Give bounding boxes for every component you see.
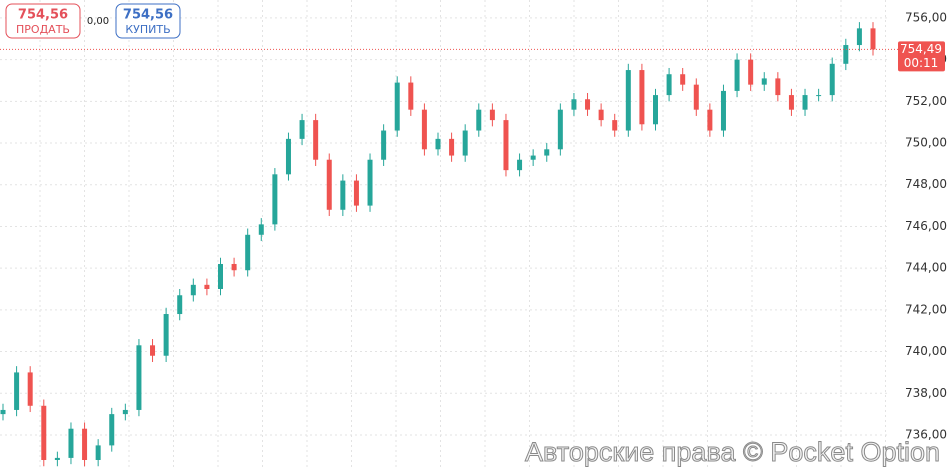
- candle-body: [870, 28, 876, 50]
- candle-body: [258, 224, 264, 235]
- y-tick-label: 736,00: [905, 427, 947, 441]
- candle-body: [612, 120, 618, 131]
- candle-body: [775, 78, 781, 96]
- candle-body: [843, 45, 849, 64]
- candle-body: [150, 345, 156, 356]
- candle-body: [598, 109, 604, 121]
- y-tick-label: 752,00: [905, 94, 947, 108]
- candle-body: [653, 95, 658, 125]
- y-tick-label: 744,00: [905, 261, 947, 275]
- candle-body: [122, 409, 128, 415]
- candle-body: [326, 159, 332, 210]
- candle-body: [353, 180, 359, 206]
- candle-body: [517, 159, 523, 171]
- y-tick-label: 748,00: [905, 177, 947, 191]
- candle-body: [435, 138, 441, 150]
- candle-body: [190, 284, 196, 296]
- sell-label: ПРОДАТЬ: [16, 23, 70, 36]
- candle-body: [625, 70, 631, 131]
- candle-body: [748, 59, 754, 85]
- candle-body: [720, 90, 726, 131]
- candle-body: [313, 120, 319, 160]
- candle-body: [557, 109, 563, 150]
- candle-body: [163, 314, 169, 356]
- candle-body: [503, 120, 509, 171]
- candle-body: [829, 63, 835, 96]
- candle-body: [68, 428, 74, 458]
- candle-body: [639, 70, 645, 125]
- candle-body: [816, 95, 822, 97]
- price-label: 754,49: [900, 42, 942, 56]
- sell-price: 754,56: [18, 8, 68, 23]
- candle-body: [299, 120, 305, 139]
- candle-body: [272, 174, 278, 225]
- candle-body: [0, 409, 6, 415]
- buy-price: 754,56: [123, 8, 173, 23]
- candle-body: [245, 234, 251, 271]
- candle-body: [449, 138, 455, 156]
- y-tick-label: 738,00: [905, 386, 947, 400]
- candle-body: [585, 99, 591, 110]
- candle-body: [54, 457, 60, 460]
- sell-box[interactable]: [5, 3, 81, 39]
- candle-body: [41, 405, 47, 460]
- candle-body: [571, 99, 577, 110]
- sell-button[interactable]: 754,56 ПРОДАТЬ: [5, 3, 81, 39]
- candle-body: [109, 414, 115, 446]
- candle-body: [788, 95, 794, 110]
- candle-body: [95, 445, 101, 460]
- candle-body: [27, 372, 33, 406]
- candle-body: [177, 295, 183, 315]
- candle-body: [680, 74, 686, 85]
- candle-body: [285, 138, 291, 175]
- candle-body: [707, 109, 713, 131]
- y-tick-label: 750,00: [905, 136, 947, 150]
- candle-body: [82, 428, 88, 460]
- watermark: Авторские права © Pocket Option: [525, 437, 940, 467]
- candle-body: [367, 159, 373, 206]
- candle-body: [666, 74, 672, 96]
- candle-body: [734, 59, 740, 91]
- candle-body: [408, 82, 414, 110]
- candle-body: [394, 82, 400, 131]
- y-tick-label: 742,00: [905, 302, 947, 316]
- candle-body: [340, 180, 346, 210]
- y-tick-label: 756,00: [905, 10, 947, 24]
- candle-body: [381, 130, 387, 160]
- candle-body: [421, 109, 427, 150]
- candle-body: [14, 372, 20, 410]
- candle-body: [802, 95, 808, 110]
- candle-body: [530, 155, 536, 160]
- buy-label: КУПИТЬ: [125, 23, 170, 36]
- candle-body: [462, 130, 468, 156]
- candle-body: [856, 28, 862, 46]
- y-tick-label: 746,00: [905, 219, 947, 233]
- candle-body: [489, 109, 495, 121]
- y-tick-label: 740,00: [905, 344, 947, 358]
- buy-box[interactable]: [115, 3, 181, 39]
- candle-body: [761, 78, 767, 85]
- candle-body: [231, 263, 237, 271]
- price-label-box: [898, 41, 945, 72]
- candle-body: [136, 345, 142, 410]
- candle-body: [476, 109, 482, 131]
- candle-body: [204, 284, 210, 290]
- candle-body: [693, 84, 699, 110]
- candle-body: [544, 149, 550, 156]
- buy-button[interactable]: 754,56 КУПИТЬ: [115, 3, 181, 39]
- candle-body: [218, 263, 223, 290]
- timer: 00:11: [904, 56, 939, 70]
- spread: 0,00: [87, 16, 109, 27]
